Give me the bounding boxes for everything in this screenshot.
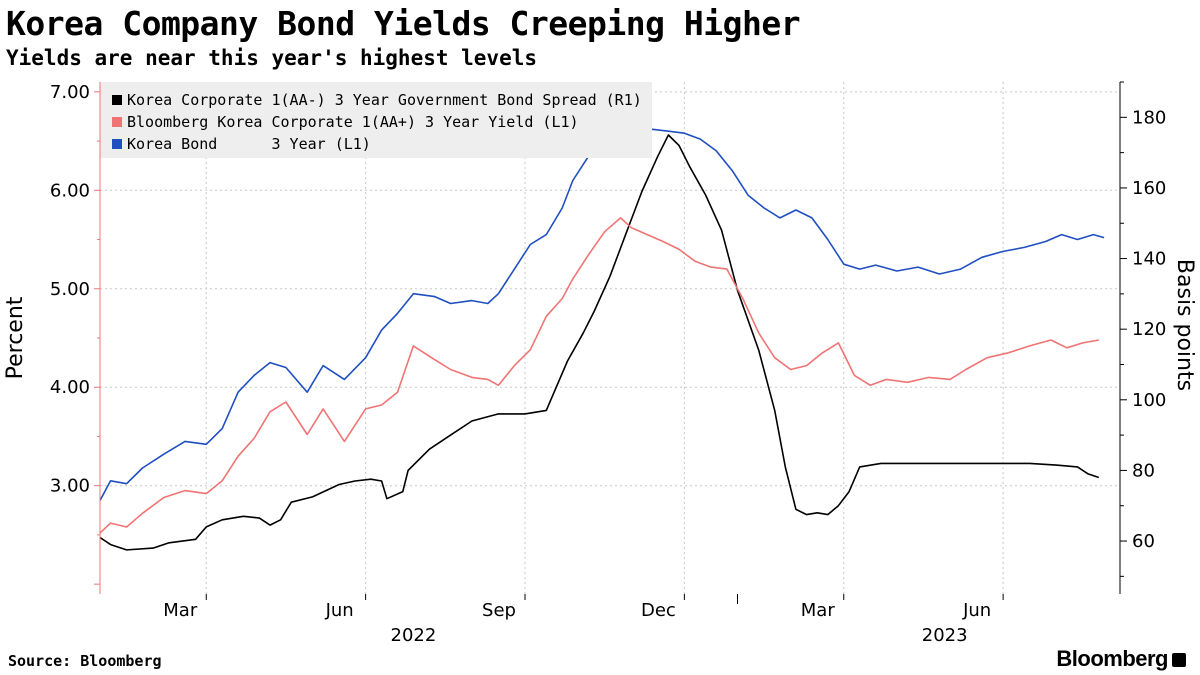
x-tick-label: Dec xyxy=(641,600,676,621)
right-tick-label: 160 xyxy=(1132,178,1166,199)
source-note: Source: Bloomberg xyxy=(8,652,162,670)
year-label: 2023 xyxy=(922,625,968,646)
legend-swatch-korea-bond xyxy=(112,139,122,149)
right-tick-label: 100 xyxy=(1132,390,1166,411)
year-label: 2022 xyxy=(391,625,437,646)
legend-swatch-spread xyxy=(112,95,122,105)
right-tick-label: 60 xyxy=(1132,531,1155,552)
right-tick-label: 140 xyxy=(1132,249,1166,270)
axes-layer: 3.00 4.00 5.00 6.00 7.00 60 80 100 120 140 160 180 M… xyxy=(50,81,1166,646)
left-tick-label: 5.00 xyxy=(50,279,90,300)
left-tick-label: 6.00 xyxy=(50,180,90,201)
korea-bond-line xyxy=(99,128,1105,501)
x-tick-label: Jun xyxy=(325,600,354,621)
x-tick-label: Jun xyxy=(962,600,991,621)
brand-logo: Bloomberg xyxy=(1056,646,1186,672)
chart-title: Korea Company Bond Yields Creeping Highe… xyxy=(6,4,801,43)
series-layer xyxy=(99,128,1105,551)
left-tick-label: 4.00 xyxy=(50,377,90,398)
x-tick-label: Mar xyxy=(801,600,836,621)
legend-label-korea-bond: Korea Bond 3 Year (L1) xyxy=(127,135,371,153)
left-tick-label: 3.00 xyxy=(50,476,90,497)
legend: Korea Corporate 1(AA-) 3 Year Government… xyxy=(100,82,652,158)
brand-text: Bloomberg xyxy=(1056,646,1168,671)
left-tick-label: 7.00 xyxy=(50,82,90,103)
brand-mark-icon xyxy=(1172,653,1186,667)
left-axis-title: Percent xyxy=(3,296,28,379)
spread-line xyxy=(99,134,1100,551)
corporate-yield-line xyxy=(99,217,1099,534)
right-tick-label: 80 xyxy=(1132,460,1155,481)
chart-subtitle: Yields are near this year's highest leve… xyxy=(6,46,538,70)
legend-background xyxy=(100,82,652,158)
legend-label-spread: Korea Corporate 1(AA-) 3 Year Government… xyxy=(127,91,642,109)
x-tick-label: Mar xyxy=(163,600,198,621)
right-tick-label: 180 xyxy=(1132,107,1166,128)
right-tick-label: 120 xyxy=(1132,319,1166,340)
legend-swatch-corporate-yield xyxy=(112,117,122,127)
legend-label-corporate-yield: Bloomberg Korea Corporate 1(AA+) 3 Year … xyxy=(127,113,579,131)
right-axis-title: Basis points xyxy=(1172,259,1197,391)
x-tick-label: Sep xyxy=(482,600,516,621)
